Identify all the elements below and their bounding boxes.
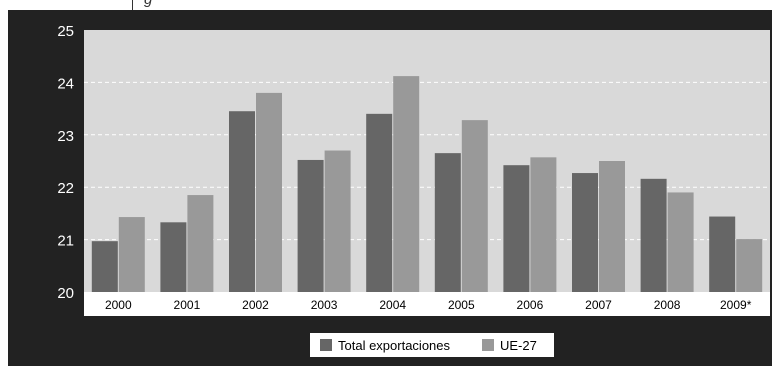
x-tick-label: 2006 [517,298,544,312]
caption-divider [132,0,133,10]
bar-total-2005 [434,153,461,292]
bar-total-2004 [366,113,393,292]
bars [91,76,763,293]
bar-ue27-2006 [530,157,557,292]
legend-swatch-total [320,339,332,351]
bar-total-2002 [229,111,255,292]
bar-total-2009 [709,216,736,292]
bar-total-2008 [640,178,667,292]
y-tick-label: 24 [57,75,74,92]
bar-total-2007 [572,173,598,292]
plot-area [84,30,770,292]
bar-ue27-2002 [256,92,282,292]
figure-caption: g [144,0,152,8]
bar-ue27-2003 [324,150,351,292]
x-tick-label: 2008 [654,298,681,312]
bar-ue27-2008 [667,192,694,292]
x-tick-label: 2004 [379,298,406,312]
x-axis-band [84,292,770,316]
x-tick-label: 2009* [720,298,752,312]
bar-total-2006 [503,165,530,292]
x-tick-label: 2001 [174,298,201,312]
x-tick-label: 2002 [242,298,269,312]
legend-label-ue27: UE-27 [500,338,537,353]
y-tick-label: 23 [57,128,74,145]
y-tick-label: 22 [57,180,74,197]
bar-ue27-2007 [599,161,625,292]
legend: Total exportaciones UE-27 [310,333,554,357]
x-tick-label: 2007 [585,298,612,312]
bar-total-2003 [297,159,324,292]
bar-total-2000 [91,241,118,292]
y-tick-label: 25 [57,23,74,40]
legend-swatch-ue27 [482,339,494,351]
y-tick-label: 20 [57,285,74,302]
bar-ue27-2001 [187,195,214,292]
y-axis-ticks: 20 21 22 23 24 25 [57,23,74,302]
x-axis-ticks: 2000 2001 2002 2003 2004 2005 2006 2007 2008 2009… [84,292,770,316]
bar-ue27-2009 [736,239,763,292]
bar-ue27-2005 [461,120,488,293]
bar-ue27-2000 [118,217,145,292]
x-tick-label: 2000 [105,298,132,312]
x-tick-label: 2003 [311,298,338,312]
x-tick-label: 2005 [448,298,475,312]
bar-ue27-2004 [393,76,420,292]
legend-box [310,333,554,357]
legend-label-total: Total exportaciones [338,338,451,353]
y-tick-label: 21 [57,233,74,250]
bar-total-2001 [160,222,187,292]
